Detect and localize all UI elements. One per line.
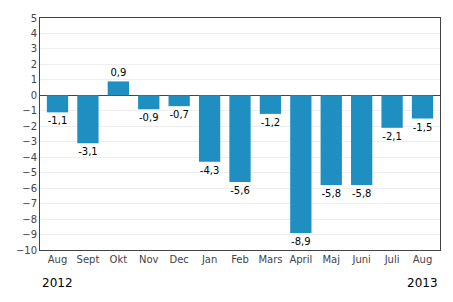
svg-text:-5,6: -5,6 bbox=[230, 185, 250, 196]
svg-text:-1,2: -1,2 bbox=[261, 117, 281, 128]
svg-text:-5,8: -5,8 bbox=[321, 188, 341, 199]
svg-text:Feb: Feb bbox=[231, 254, 249, 265]
svg-text:-8,9: -8,9 bbox=[291, 236, 311, 247]
svg-text:−7: −7 bbox=[22, 198, 37, 209]
svg-text:-0,9: -0,9 bbox=[139, 112, 159, 123]
svg-text:−2: −2 bbox=[22, 121, 37, 132]
svg-text:2013: 2013 bbox=[407, 276, 438, 290]
svg-text:Okt: Okt bbox=[110, 254, 128, 265]
svg-text:3: 3 bbox=[31, 43, 37, 54]
svg-text:April: April bbox=[289, 254, 312, 265]
svg-text:Mars: Mars bbox=[258, 254, 282, 265]
svg-text:−5: −5 bbox=[22, 167, 37, 178]
svg-text:2: 2 bbox=[31, 59, 37, 70]
svg-text:1: 1 bbox=[31, 74, 37, 85]
svg-text:-1,5: -1,5 bbox=[413, 122, 433, 133]
svg-text:Jan: Jan bbox=[201, 254, 217, 265]
svg-text:−10: −10 bbox=[16, 245, 37, 256]
svg-text:-4,3: -4,3 bbox=[200, 165, 220, 176]
svg-text:-3,1: -3,1 bbox=[78, 146, 98, 157]
svg-text:-2,1: -2,1 bbox=[382, 131, 402, 142]
svg-text:−3: −3 bbox=[22, 136, 37, 147]
svg-text:0: 0 bbox=[31, 90, 37, 101]
svg-text:-0,7: -0,7 bbox=[169, 109, 189, 120]
svg-text:-1,1: -1,1 bbox=[48, 115, 68, 126]
svg-text:-5,8: -5,8 bbox=[352, 188, 372, 199]
svg-text:Nov: Nov bbox=[139, 254, 159, 265]
svg-text:Aug: Aug bbox=[413, 254, 433, 265]
svg-text:−4: −4 bbox=[22, 152, 37, 163]
svg-text:Aug: Aug bbox=[48, 254, 68, 265]
svg-text:Dec: Dec bbox=[169, 254, 188, 265]
svg-text:−9: −9 bbox=[22, 229, 37, 240]
svg-text:0,9: 0,9 bbox=[110, 67, 126, 78]
svg-text:5: 5 bbox=[31, 13, 37, 24]
svg-text:−6: −6 bbox=[22, 183, 37, 194]
svg-text:−8: −8 bbox=[22, 214, 37, 225]
svg-text:2012: 2012 bbox=[42, 276, 73, 290]
svg-text:Juni: Juni bbox=[351, 254, 370, 265]
svg-text:Juli: Juli bbox=[384, 254, 400, 265]
svg-text:Maj: Maj bbox=[322, 254, 340, 265]
svg-text:−1: −1 bbox=[22, 105, 37, 116]
svg-text:Sept: Sept bbox=[77, 254, 100, 265]
svg-text:4: 4 bbox=[31, 28, 37, 39]
